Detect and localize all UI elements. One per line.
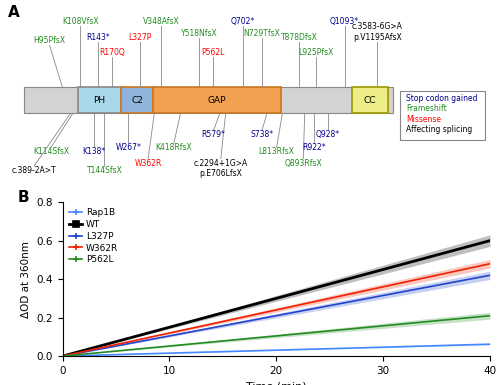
- Text: PH: PH: [94, 95, 106, 105]
- Text: C2: C2: [131, 95, 143, 105]
- Text: Y518NfsX: Y518NfsX: [180, 29, 218, 38]
- Text: Q702*: Q702*: [230, 17, 255, 27]
- W362R: [60, 354, 66, 358]
- W362R: [487, 261, 493, 266]
- Rap1B: [60, 354, 66, 358]
- Text: c.3583-6G>A
p.V1195AfsX: c.3583-6G>A p.V1195AfsX: [352, 22, 403, 42]
- Text: W267*: W267*: [116, 144, 141, 152]
- WT: [420, 256, 426, 261]
- Bar: [400, 90, 485, 140]
- W362R: [61, 353, 67, 358]
- Line: P562L: P562L: [62, 316, 490, 356]
- Text: L925PfsX: L925PfsX: [298, 48, 334, 57]
- P562L: [312, 330, 318, 335]
- Text: K418RfsX: K418RfsX: [156, 144, 192, 152]
- W362R: [447, 270, 453, 275]
- WT: [61, 353, 67, 358]
- W362R: [314, 299, 320, 303]
- P562L: [60, 354, 66, 358]
- WT: [60, 354, 66, 358]
- Rap1B: [321, 346, 327, 351]
- Text: L813RfsX: L813RfsX: [258, 147, 294, 156]
- P562L: [420, 320, 426, 325]
- Text: B: B: [18, 190, 29, 205]
- Rap1B: [447, 343, 453, 348]
- Text: R170Q: R170Q: [99, 48, 124, 57]
- Text: T878DfsX: T878DfsX: [280, 33, 318, 42]
- Bar: [352, 87, 388, 113]
- W362R: [312, 299, 318, 304]
- Text: K138*: K138*: [82, 147, 106, 156]
- L327P: [61, 353, 67, 358]
- Text: T144SfsX: T144SfsX: [86, 166, 122, 175]
- Text: P562L: P562L: [201, 48, 224, 57]
- Bar: [122, 87, 153, 113]
- Text: S738*: S738*: [250, 130, 274, 139]
- Line: L327P: L327P: [62, 275, 490, 356]
- Legend: Rap1B, WT, L327P, W362R, P562L: Rap1B, WT, L327P, W362R, P562L: [67, 207, 120, 266]
- Rap1B: [420, 344, 426, 348]
- Text: K108VfsX: K108VfsX: [62, 17, 98, 27]
- P562L: [61, 354, 67, 358]
- Text: Missense: Missense: [406, 115, 441, 124]
- Text: W362R: W362R: [134, 159, 162, 167]
- Text: R579*: R579*: [202, 130, 226, 139]
- X-axis label: Time (min): Time (min): [246, 382, 306, 385]
- L327P: [314, 306, 320, 310]
- L327P: [487, 273, 493, 278]
- Text: N729TfsX: N729TfsX: [244, 29, 281, 38]
- Rap1B: [312, 347, 318, 352]
- Text: Q1093*: Q1093*: [330, 17, 359, 27]
- Text: CC: CC: [364, 95, 376, 105]
- Text: L327P: L327P: [128, 33, 152, 42]
- Text: R922*: R922*: [302, 144, 326, 152]
- Text: H95PfsX: H95PfsX: [34, 36, 66, 45]
- Text: Q928*: Q928*: [316, 130, 340, 139]
- Text: c.389-2A>T: c.389-2A>T: [12, 166, 56, 175]
- L327P: [420, 286, 426, 290]
- Line: Rap1B: Rap1B: [62, 344, 490, 356]
- WT: [314, 285, 320, 290]
- Rap1B: [487, 342, 493, 346]
- P562L: [487, 313, 493, 318]
- Text: V348AfsX: V348AfsX: [143, 17, 180, 27]
- Line: W362R: W362R: [62, 264, 490, 356]
- Rap1B: [61, 354, 67, 358]
- Text: c.2294+1G>A
p.E706LfsX: c.2294+1G>A p.E706LfsX: [194, 159, 248, 178]
- Text: Stop codon gained: Stop codon gained: [406, 94, 477, 103]
- Text: GAP: GAP: [208, 95, 227, 105]
- P562L: [321, 329, 327, 334]
- WT: [312, 285, 318, 290]
- WT: [321, 283, 327, 288]
- Text: Affecting splicing: Affecting splicing: [406, 126, 472, 134]
- L327P: [447, 281, 453, 285]
- WT: [447, 249, 453, 254]
- Text: R143*: R143*: [86, 33, 110, 42]
- Text: K114SfsX: K114SfsX: [33, 147, 69, 156]
- L327P: [60, 354, 66, 358]
- L327P: [321, 304, 327, 309]
- W362R: [420, 276, 426, 281]
- Bar: [153, 87, 282, 113]
- Bar: [24, 87, 393, 113]
- P562L: [447, 317, 453, 322]
- Text: Frameshift: Frameshift: [406, 104, 447, 113]
- W362R: [321, 297, 327, 302]
- Text: Q893RfsX: Q893RfsX: [284, 159, 322, 167]
- Line: WT: WT: [62, 241, 490, 356]
- Rap1B: [314, 347, 320, 352]
- WT: [487, 238, 493, 243]
- L327P: [312, 306, 318, 311]
- Text: A: A: [8, 5, 19, 20]
- Bar: [78, 87, 122, 113]
- Y-axis label: ΔOD at 360nm: ΔOD at 360nm: [20, 241, 30, 318]
- P562L: [314, 330, 320, 334]
